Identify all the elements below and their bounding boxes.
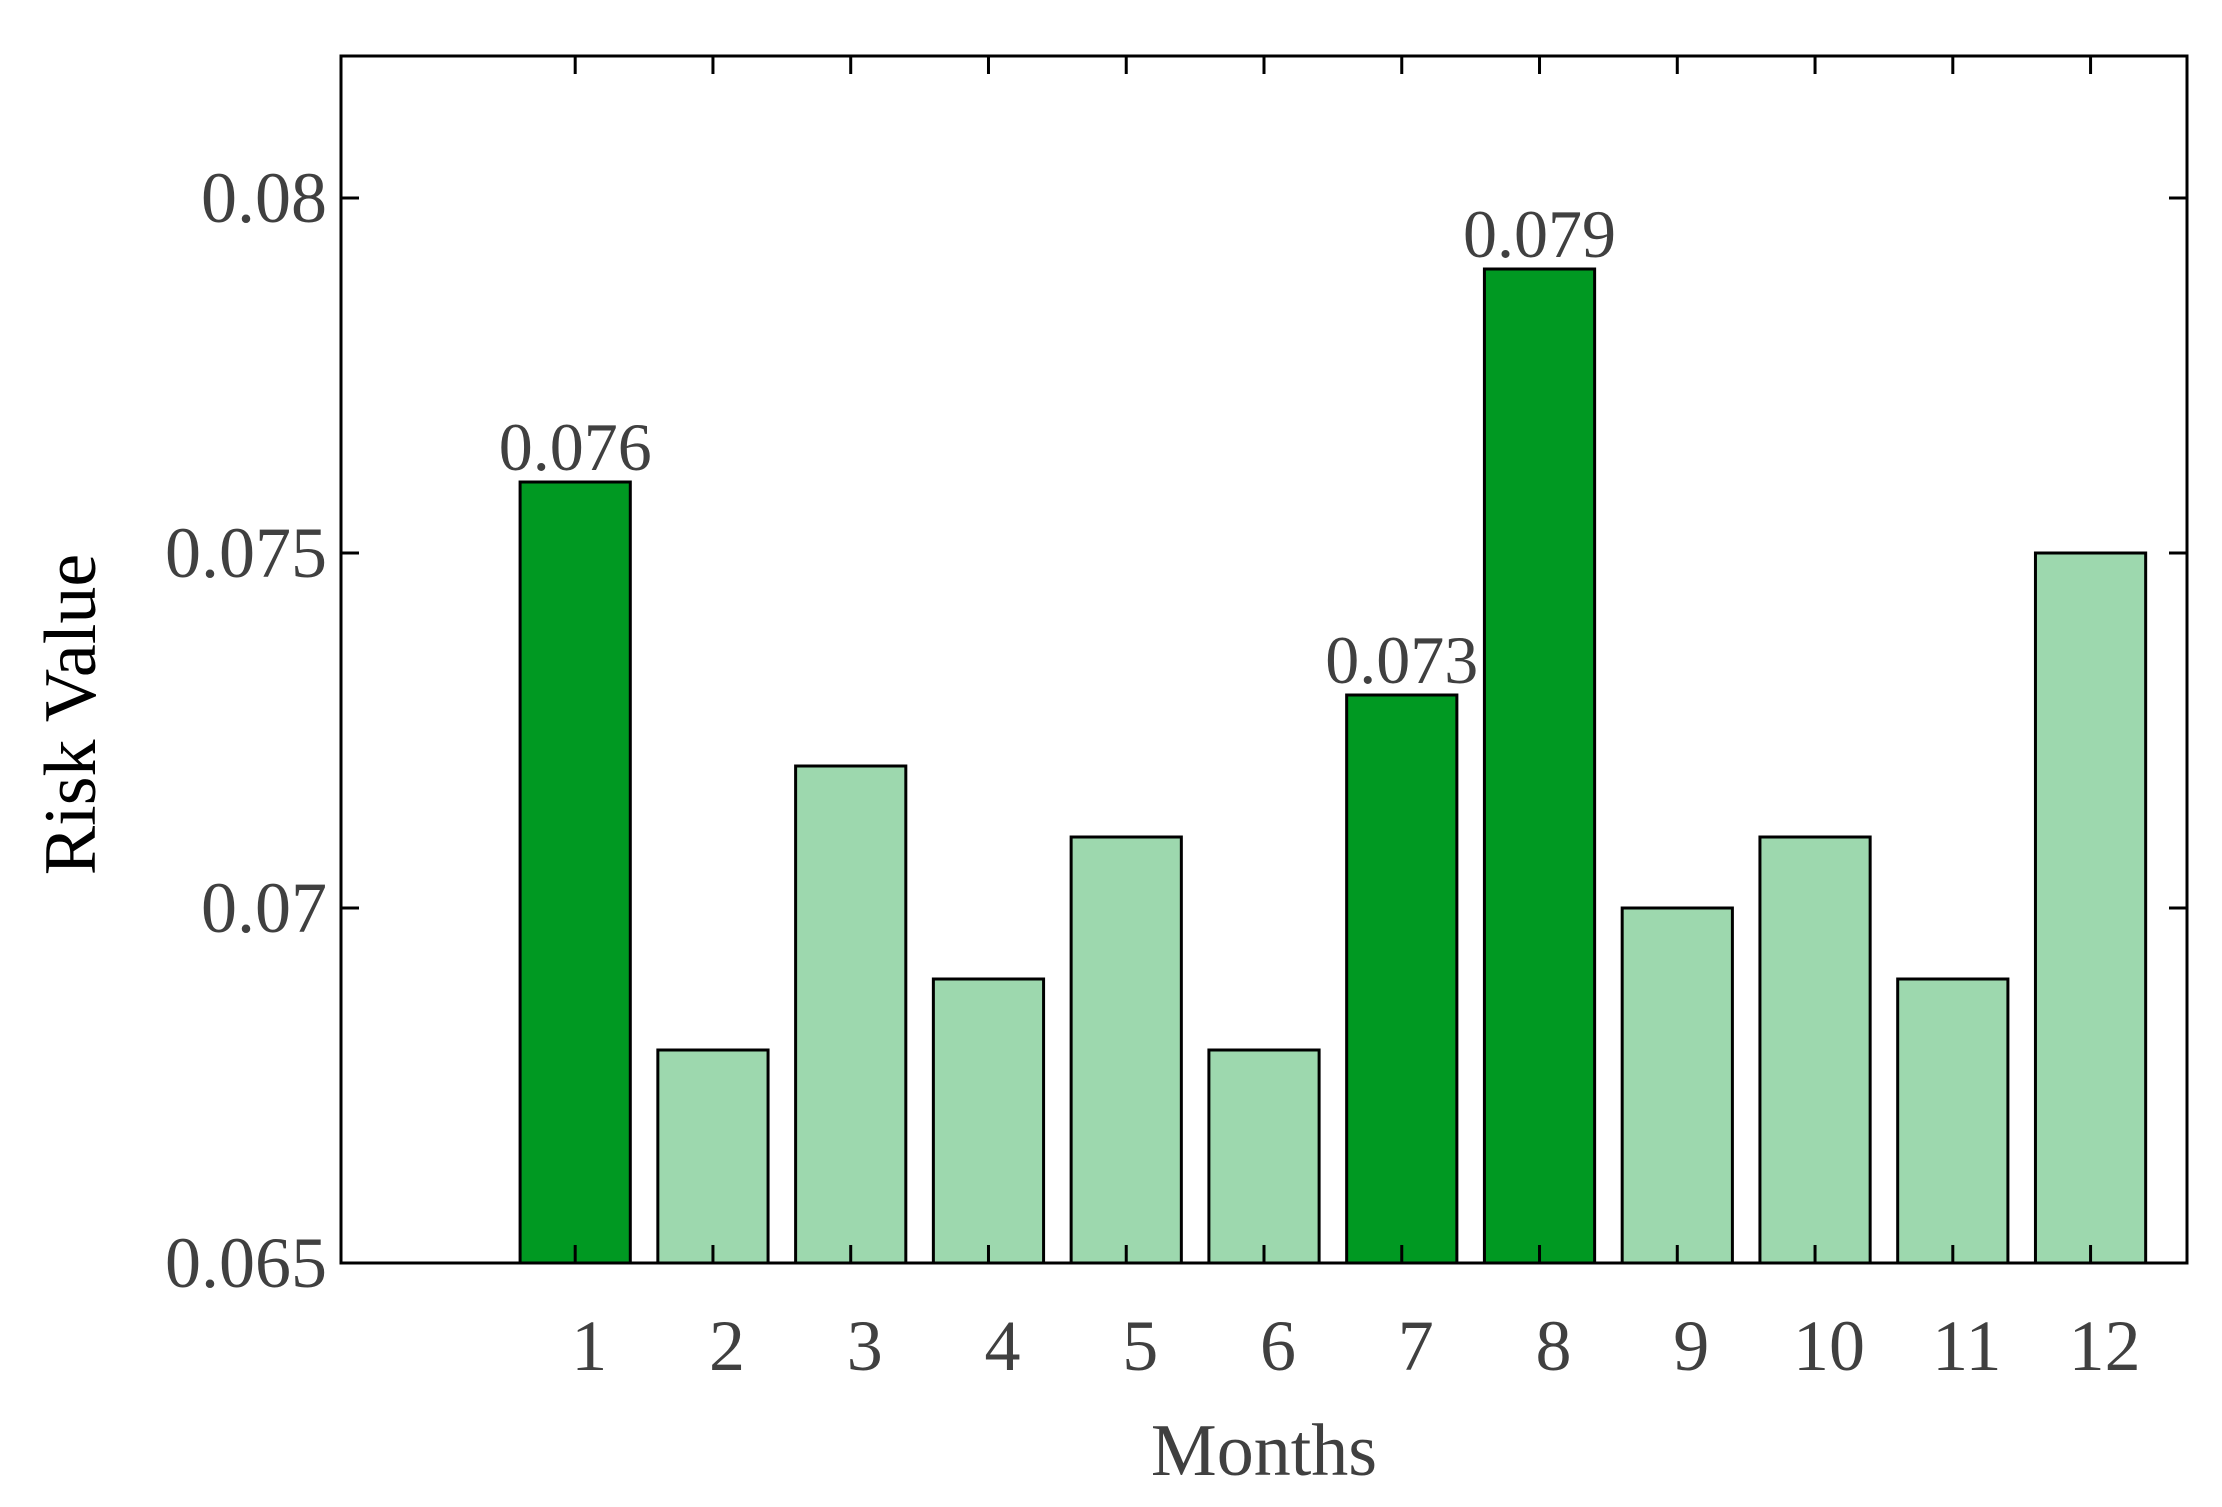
- x-tick-label: 3: [847, 1306, 883, 1386]
- bar-7: [1345, 693, 1459, 1265]
- data-label-1: 0.076: [499, 409, 652, 485]
- bar-12: [2033, 551, 2148, 1265]
- bar-3: [794, 764, 908, 1265]
- bar-10: [1758, 835, 1872, 1265]
- bar-4: [931, 977, 1046, 1265]
- y-tick-label: 0.08: [201, 158, 327, 238]
- y-tick-label: 0.07: [201, 868, 327, 948]
- y-tick-label: 0.075: [165, 513, 327, 593]
- bar-11: [1896, 977, 2010, 1265]
- x-axis-title: Months: [1151, 1410, 1377, 1492]
- bar-1: [518, 480, 632, 1265]
- bars-layer: [518, 267, 2148, 1265]
- x-tick-label: 5: [1122, 1306, 1158, 1386]
- data-label-8: 0.079: [1463, 196, 1616, 272]
- x-tick-label: 6: [1260, 1306, 1296, 1386]
- x-tick-label: 4: [984, 1306, 1020, 1386]
- bar-6: [1207, 1048, 1321, 1265]
- x-tick-label: 12: [2069, 1306, 2141, 1386]
- x-tick-label: 8: [1536, 1306, 1572, 1386]
- bar-2: [656, 1048, 770, 1265]
- bar-5: [1069, 835, 1183, 1265]
- y-tick-label: 0.065: [165, 1223, 327, 1303]
- x-tick-label: 1: [571, 1306, 607, 1386]
- bar-8: [1482, 267, 1597, 1265]
- data-label-7: 0.073: [1325, 622, 1478, 698]
- x-tick-label: 2: [709, 1306, 745, 1386]
- bar-9: [1620, 906, 1734, 1265]
- x-tick-label: 9: [1673, 1306, 1709, 1386]
- x-tick-label: 7: [1398, 1306, 1434, 1386]
- axes-layer: [339, 54, 2189, 1265]
- y-axis-title: Risk Value: [30, 554, 112, 875]
- x-tick-label: 10: [1793, 1306, 1865, 1386]
- x-tick-label: 11: [1932, 1306, 2001, 1386]
